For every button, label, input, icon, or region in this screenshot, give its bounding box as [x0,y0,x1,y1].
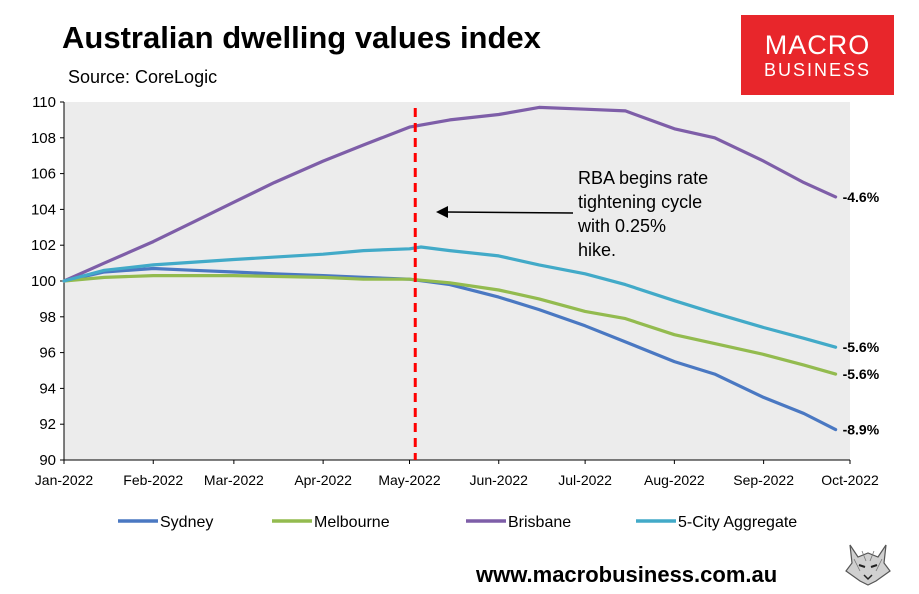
y-tick-label: 98 [39,309,56,326]
y-tick-label: 104 [31,201,56,218]
wolf-logo-icon [842,541,894,587]
end-label-brisbane: -4.6% [843,189,880,205]
y-tick-label: 106 [31,166,56,183]
series-line-sydney [62,266,838,432]
series-line-melbourne [62,274,838,376]
x-tick-label: Jul-2022 [558,472,612,488]
y-tick-label: 108 [31,130,56,147]
logo-line-1: MACRO [764,30,871,60]
annotation-text-line: hike. [578,240,616,260]
x-tick-label: Feb-2022 [123,472,183,488]
chart-title: Australian dwelling values index [62,20,541,55]
x-tick-label: Apr-2022 [294,472,352,488]
y-tick-label: 110 [32,94,56,111]
annotation-text-line: RBA begins rate [578,168,708,188]
x-tick-label: Aug-2022 [644,472,705,488]
annotation-arrow-head [436,206,448,218]
macrobusiness-logo: MACRO BUSINESS [741,15,894,95]
legend-label-5-city-aggregate: 5-City Aggregate [678,514,797,531]
logo-line-2: BUSINESS [763,60,872,80]
end-label-melbourne: -5.6% [843,366,880,382]
website-url: www.macrobusiness.com.au [476,562,778,587]
y-tick-label: 102 [31,237,56,254]
series-line-5-city-aggregate [62,245,838,349]
legend-label-melbourne: Melbourne [314,514,390,531]
x-tick-label: Sep-2022 [733,472,794,488]
x-tick-label: May-2022 [378,472,440,488]
y-tick-label: 94 [39,380,56,397]
y-tick-label: 92 [39,416,56,433]
legend-label-brisbane: Brisbane [508,514,571,531]
annotation-text-line: with 0.25% [577,216,666,236]
x-tick-label: Jun-2022 [470,472,529,488]
y-tick-label: 90 [39,452,56,469]
annotation-text-line: tightening cycle [578,192,702,212]
chart-source: Source: CoreLogic [68,67,218,87]
series-line-brisbane [62,105,838,283]
y-tick-label: 96 [39,345,56,362]
end-label-sydney: -8.9% [843,422,880,438]
y-tick-label: 100 [31,273,56,290]
end-label-5-city-aggregate: -5.6% [843,339,880,355]
legend-label-sydney: Sydney [160,514,213,531]
x-tick-label: Mar-2022 [204,472,264,488]
plot-area [64,102,850,460]
x-tick-label: Jan-2022 [35,472,94,488]
x-tick-label: Oct-2022 [821,472,879,488]
annotation-arrow-line [445,211,574,214]
